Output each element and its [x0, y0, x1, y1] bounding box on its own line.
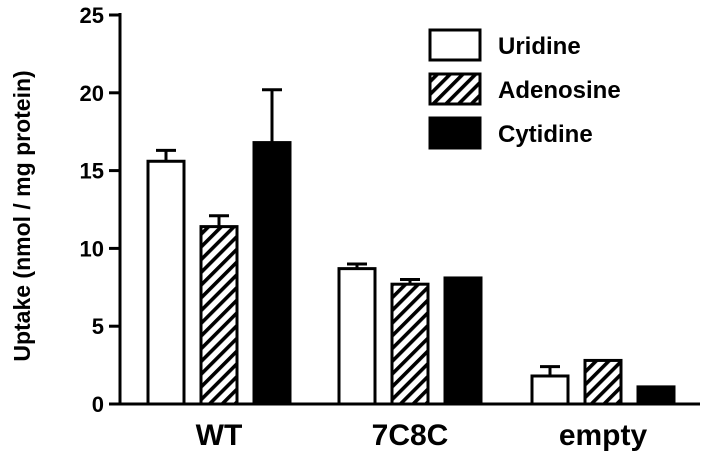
legend-swatch-adenosine [428, 72, 482, 106]
bar-uridine-wt [146, 159, 186, 406]
bar-uridine-empty [530, 374, 570, 406]
legend: Uridine Adenosine Cytidine [428, 28, 621, 150]
y-tick-label-20: 20 [80, 81, 104, 106]
legend-swatch-cytidine [428, 116, 482, 150]
plot-area [146, 88, 676, 406]
x-tick-label-wt: WT [196, 419, 243, 452]
axes: WT 7C8C empty 0 5 10 15 20 25 [80, 3, 700, 452]
legend-label-cytidine: Cytidine [498, 121, 593, 148]
y-tick-label-25: 25 [80, 3, 104, 28]
y-tick-label-10: 10 [80, 236, 104, 261]
bar-adenosine-empty [583, 358, 623, 406]
x-tick-label-empty: empty [559, 419, 648, 452]
bar-adenosine-wt [199, 225, 239, 406]
y-axis-title: Uptake (nmol / mg protein) [9, 70, 35, 361]
bar-cytidine-empty [636, 385, 676, 406]
legend-swatch-uridine [428, 28, 482, 62]
bar-uridine-7c8c [337, 267, 377, 406]
y-tick-label-5: 5 [92, 314, 104, 339]
x-tick-label-7c8c: 7C8C [372, 419, 449, 452]
bar-cytidine-7c8c [443, 276, 483, 406]
legend-label-adenosine: Adenosine [498, 77, 621, 104]
bar-cytidine-wt [252, 141, 292, 406]
y-tick-label-0: 0 [92, 392, 104, 417]
legend-label-uridine: Uridine [498, 33, 581, 60]
bar-adenosine-7c8c [390, 282, 430, 406]
y-tick-label-15: 15 [80, 159, 104, 184]
